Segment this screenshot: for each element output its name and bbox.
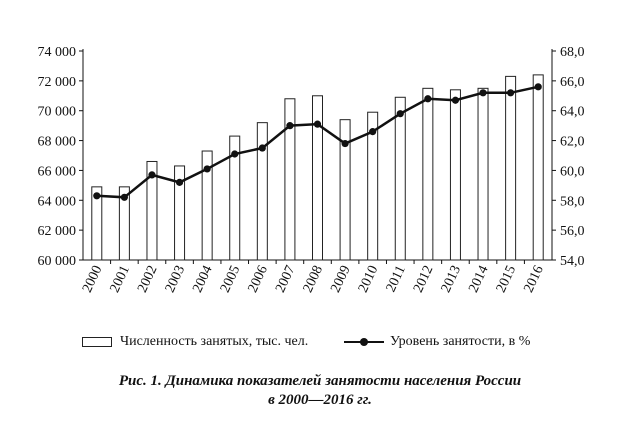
bar xyxy=(339,119,351,261)
bar xyxy=(505,75,517,261)
employment-rate-point xyxy=(369,128,377,136)
employment-rate-point xyxy=(120,193,128,201)
y-left-tick-label: 60 000 xyxy=(38,254,77,269)
employment-rate-point xyxy=(175,178,184,186)
bar xyxy=(367,111,379,261)
employment-rate-point xyxy=(534,83,542,91)
y-left-tick-label: 62 000 xyxy=(38,224,77,239)
legend-label-employed: Численность занятых, тыс. чел. xyxy=(120,334,309,349)
x-tick-label: 2011 xyxy=(384,263,409,294)
y-right-tick-label: 68,0 xyxy=(560,45,585,60)
x-tick-label: 2002 xyxy=(135,263,160,295)
legend-item-employment-rate: Уровень занятости, в % xyxy=(344,334,530,350)
combo-chart: 60 000 62 000 64 000 66 000 68 000 70 000 72 0… xyxy=(38,45,585,295)
employment-rate-point xyxy=(507,89,515,97)
x-tick-label: 2005 xyxy=(218,263,243,295)
bar xyxy=(284,98,296,261)
bar xyxy=(422,87,434,261)
y-left-tick-label: 74 000 xyxy=(38,45,77,60)
bar xyxy=(146,160,158,261)
x-tick-label: 2013 xyxy=(439,263,464,295)
x-tick-label: 2001 xyxy=(108,263,133,295)
x-tick-label: 2014 xyxy=(466,263,491,295)
employment-rate-point xyxy=(479,89,487,97)
x-tick-label: 2007 xyxy=(273,263,298,295)
bar xyxy=(174,165,186,261)
y-left-tick-label: 66 000 xyxy=(38,164,77,179)
y-right-tick-label: 58,0 xyxy=(560,194,585,209)
x-tick-label: 2016 xyxy=(521,263,546,295)
employment-rate-point xyxy=(424,95,432,103)
legend-label-employment-rate: Уровень занятости, в % xyxy=(390,334,531,349)
employment-rate-point xyxy=(341,139,349,148)
employment-rate-point xyxy=(286,122,294,130)
x-tick-label: 2000 xyxy=(80,263,105,295)
bar xyxy=(532,74,544,261)
y-right-tick-label: 64,0 xyxy=(560,105,585,120)
y-right-tick-label: 56,0 xyxy=(560,224,585,239)
bar xyxy=(312,95,323,261)
bar xyxy=(256,122,268,261)
y-left-tick-label: 68 000 xyxy=(38,135,77,150)
y-right-tick-label: 54,0 xyxy=(560,254,585,269)
bar xyxy=(449,89,461,261)
x-tick-label: 2003 xyxy=(163,263,188,295)
x-tick-label: 2009 xyxy=(328,263,353,295)
bar xyxy=(118,186,130,261)
bar xyxy=(201,150,213,261)
x-tick-label: 2010 xyxy=(356,263,381,295)
x-tick-label: 2006 xyxy=(246,263,271,295)
figure-caption: Рис. 1. Динамика показателей занятости н… xyxy=(0,372,640,410)
employment-rate-point xyxy=(231,150,239,158)
employment-rate-point xyxy=(396,110,404,118)
caption-line-2: в 2000—2016 гг. xyxy=(268,392,372,408)
legend-bar-swatch xyxy=(82,337,112,347)
employment-rate-point xyxy=(203,165,211,173)
bar xyxy=(91,186,103,261)
y-left-tick-label: 70 000 xyxy=(38,105,77,120)
bar xyxy=(477,87,489,261)
x-tick-label: 2008 xyxy=(301,263,326,295)
y-left-tick-label: 72 000 xyxy=(38,75,77,90)
caption-line-1: Рис. 1. Динамика показателей занятости н… xyxy=(118,373,522,389)
employment-rate-point xyxy=(313,120,322,128)
bar xyxy=(229,135,241,261)
x-tick-label: 2015 xyxy=(494,263,519,295)
employment-rate-point xyxy=(451,96,460,104)
legend: Численность занятых, тыс. чел. Уровень з… xyxy=(0,334,640,354)
plot-area: 60 000 62 000 64 000 66 000 68 000 70 000 72 0… xyxy=(38,45,585,295)
employment-rate-point xyxy=(148,171,156,179)
y-right-tick-label: 60,0 xyxy=(560,164,585,179)
bar xyxy=(394,96,406,261)
employment-rate-point xyxy=(93,192,101,200)
legend-item-employed: Численность занятых, тыс. чел. xyxy=(82,334,308,350)
x-tick-label: 2004 xyxy=(190,263,215,295)
y-left-tick-label: 64 000 xyxy=(38,194,77,209)
y-right-tick-label: 66,0 xyxy=(560,75,585,90)
legend-line-swatch xyxy=(344,335,384,349)
employment-rate-point xyxy=(258,144,266,152)
x-tick-label: 2012 xyxy=(411,263,436,295)
y-right-tick-label: 62,0 xyxy=(560,135,585,150)
